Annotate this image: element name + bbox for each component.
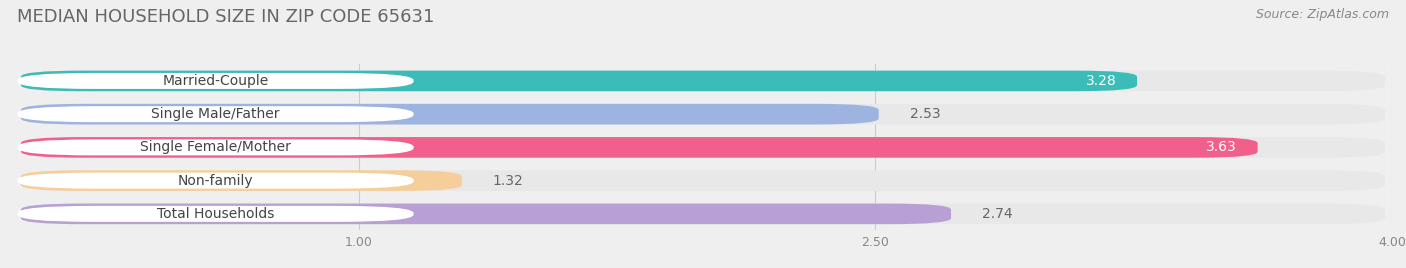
FancyBboxPatch shape <box>17 173 413 189</box>
Text: 2.53: 2.53 <box>910 107 941 121</box>
Text: 3.28: 3.28 <box>1085 74 1116 88</box>
FancyBboxPatch shape <box>21 137 1257 158</box>
FancyBboxPatch shape <box>17 206 413 222</box>
FancyBboxPatch shape <box>17 73 413 89</box>
FancyBboxPatch shape <box>21 170 463 191</box>
FancyBboxPatch shape <box>21 204 1385 224</box>
FancyBboxPatch shape <box>17 106 413 122</box>
FancyBboxPatch shape <box>21 204 950 224</box>
FancyBboxPatch shape <box>21 137 1385 158</box>
Text: Total Households: Total Households <box>157 207 274 221</box>
FancyBboxPatch shape <box>21 104 1385 124</box>
Text: Single Female/Mother: Single Female/Mother <box>141 140 291 154</box>
FancyBboxPatch shape <box>21 104 879 124</box>
Text: Married-Couple: Married-Couple <box>163 74 269 88</box>
Text: Source: ZipAtlas.com: Source: ZipAtlas.com <box>1256 8 1389 21</box>
Text: 3.63: 3.63 <box>1206 140 1237 154</box>
Text: Single Male/Father: Single Male/Father <box>152 107 280 121</box>
Text: Non-family: Non-family <box>177 174 253 188</box>
FancyBboxPatch shape <box>21 170 1385 191</box>
FancyBboxPatch shape <box>21 71 1385 91</box>
FancyBboxPatch shape <box>21 71 1137 91</box>
Text: 1.32: 1.32 <box>494 174 523 188</box>
Text: 2.74: 2.74 <box>981 207 1012 221</box>
Text: MEDIAN HOUSEHOLD SIZE IN ZIP CODE 65631: MEDIAN HOUSEHOLD SIZE IN ZIP CODE 65631 <box>17 8 434 26</box>
FancyBboxPatch shape <box>17 139 413 155</box>
